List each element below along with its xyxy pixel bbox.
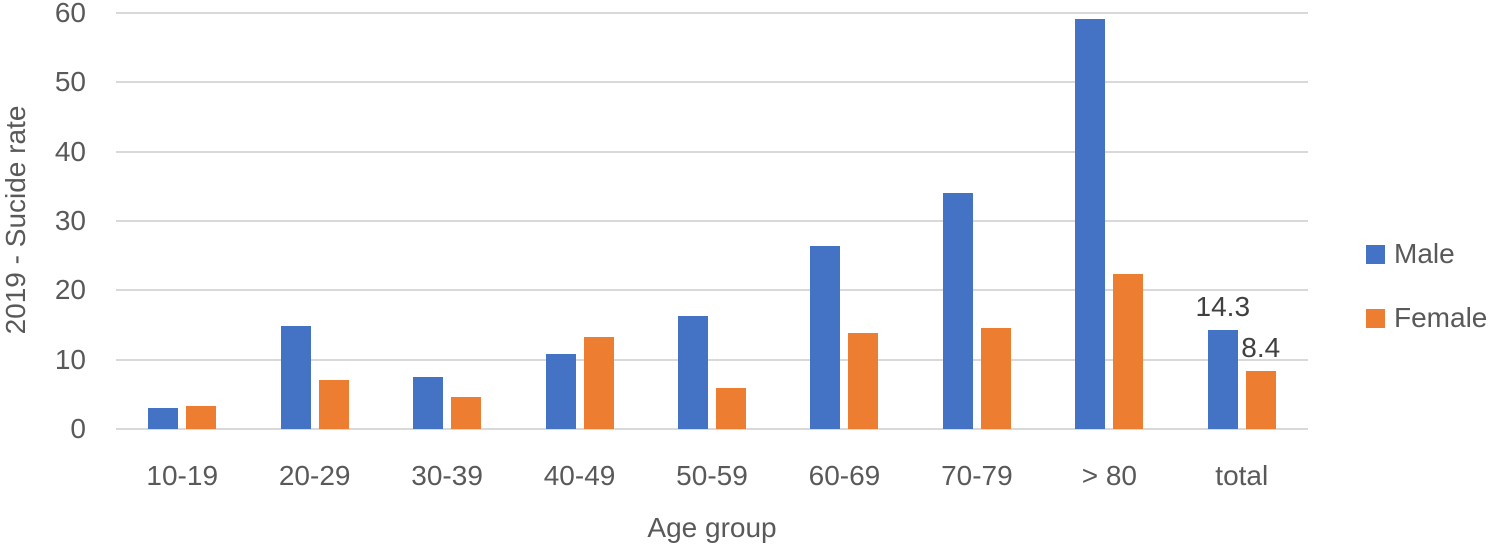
bar-wrap-female-60-69 xyxy=(848,13,879,429)
bar-wrap-male-80 xyxy=(1075,13,1106,429)
bar-wrap-male-10-19 xyxy=(148,13,179,429)
gridline-y-30 xyxy=(116,220,1308,222)
legend-label-male: Male xyxy=(1394,238,1455,269)
bar-wrap-female-20-29 xyxy=(318,13,349,429)
bar-wrap-female-30-39 xyxy=(451,13,482,429)
x-category-label-30-39: 30-39 xyxy=(411,460,483,491)
legend-item-male: Male xyxy=(1366,238,1455,269)
y-tick-label-0: 0 xyxy=(70,413,86,444)
category-group-total: 14.3 8.4 xyxy=(1176,13,1308,429)
y-tick-label-60: 60 xyxy=(54,0,86,28)
y-tick-label-40: 40 xyxy=(54,135,86,167)
data-label-female-total: 8.4 xyxy=(1241,331,1281,363)
bar-male-70-79 xyxy=(942,193,973,429)
gridline-y-0 xyxy=(116,428,1308,430)
bar-wrap-male-30-39 xyxy=(413,13,444,429)
bar-male-20-29 xyxy=(280,325,311,429)
data-label-male-total: 14.3 xyxy=(1195,290,1251,322)
bar-wrap-female-total: 8.4 xyxy=(1241,13,1280,429)
category-group-70-79 xyxy=(911,13,1043,429)
category-group-40-49 xyxy=(513,13,645,429)
gridline-y-60 xyxy=(116,12,1308,14)
legend-swatch-female xyxy=(1366,308,1385,328)
bar-male-80 xyxy=(1075,19,1106,429)
bar-female-80 xyxy=(1113,274,1144,429)
bar-female-30-39 xyxy=(451,397,482,429)
gridline-y-10 xyxy=(116,358,1308,361)
y-tick-label-50: 50 xyxy=(54,66,86,98)
x-category-label-10-19: 10-19 xyxy=(146,460,219,491)
bar-wrap-female-10-19 xyxy=(186,13,217,429)
bar-wrap-male-total: 14.3 xyxy=(1196,13,1250,429)
category-group-80 xyxy=(1043,13,1175,429)
bar-wrap-male-20-29 xyxy=(280,13,311,429)
legend: Male Female xyxy=(1366,0,1500,550)
bar-male-50-59 xyxy=(677,316,708,429)
bar-female-40-49 xyxy=(583,336,614,429)
bar-male-total xyxy=(1207,329,1238,429)
bar-wrap-male-50-59 xyxy=(677,13,708,429)
y-tick-label-30: 30 xyxy=(54,205,86,236)
legend-item-female: Female xyxy=(1366,302,1487,333)
category-group-60-69 xyxy=(778,13,910,429)
bar-female-10-19 xyxy=(186,406,217,429)
gridline-y-20 xyxy=(116,289,1308,292)
bar-male-60-69 xyxy=(810,245,841,429)
bar-wrap-male-40-49 xyxy=(545,13,576,429)
x-category-label-50-59: 50-59 xyxy=(676,460,748,491)
bar-female-50-59 xyxy=(715,388,746,429)
bar-wrap-female-70-79 xyxy=(980,13,1011,429)
bar-female-20-29 xyxy=(318,380,349,429)
x-category-label-80: > 80 xyxy=(1081,460,1137,491)
bar-wrap-female-80 xyxy=(1113,13,1144,429)
category-group-50-59 xyxy=(646,13,778,429)
legend-swatch-male xyxy=(1366,244,1385,264)
bar-wrap-female-50-59 xyxy=(715,13,746,429)
bar-wrap-male-70-79 xyxy=(942,13,973,429)
x-category-label-total: total xyxy=(1215,460,1269,491)
x-axis-title: Age group xyxy=(647,512,777,543)
bar-female-total xyxy=(1245,370,1276,429)
category-group-10-19 xyxy=(116,13,248,429)
bar-wrap-male-60-69 xyxy=(810,13,841,429)
x-category-label-40-49: 40-49 xyxy=(543,460,616,491)
bar-female-60-69 xyxy=(848,333,879,429)
x-category-label-70-79: 70-79 xyxy=(941,460,1013,491)
legend-label-female: Female xyxy=(1394,302,1488,333)
gridline-y-50 xyxy=(116,81,1308,84)
x-category-label-60-69: 60-69 xyxy=(808,460,881,491)
bar-wrap-female-40-49 xyxy=(583,13,614,429)
y-tick-label-20: 20 xyxy=(54,274,86,306)
y-tick-label-10: 10 xyxy=(54,343,86,375)
bar-male-10-19 xyxy=(148,407,179,429)
x-category-label-20-29: 20-29 xyxy=(278,460,351,491)
category-group-30-39 xyxy=(381,13,513,429)
bar-male-40-49 xyxy=(545,354,576,429)
bar-male-30-39 xyxy=(413,377,444,429)
plot-area: 14.3 8.4 xyxy=(116,12,1308,430)
bar-female-70-79 xyxy=(980,328,1011,429)
gridline-y-40 xyxy=(116,150,1308,153)
category-group-20-29 xyxy=(248,13,380,429)
